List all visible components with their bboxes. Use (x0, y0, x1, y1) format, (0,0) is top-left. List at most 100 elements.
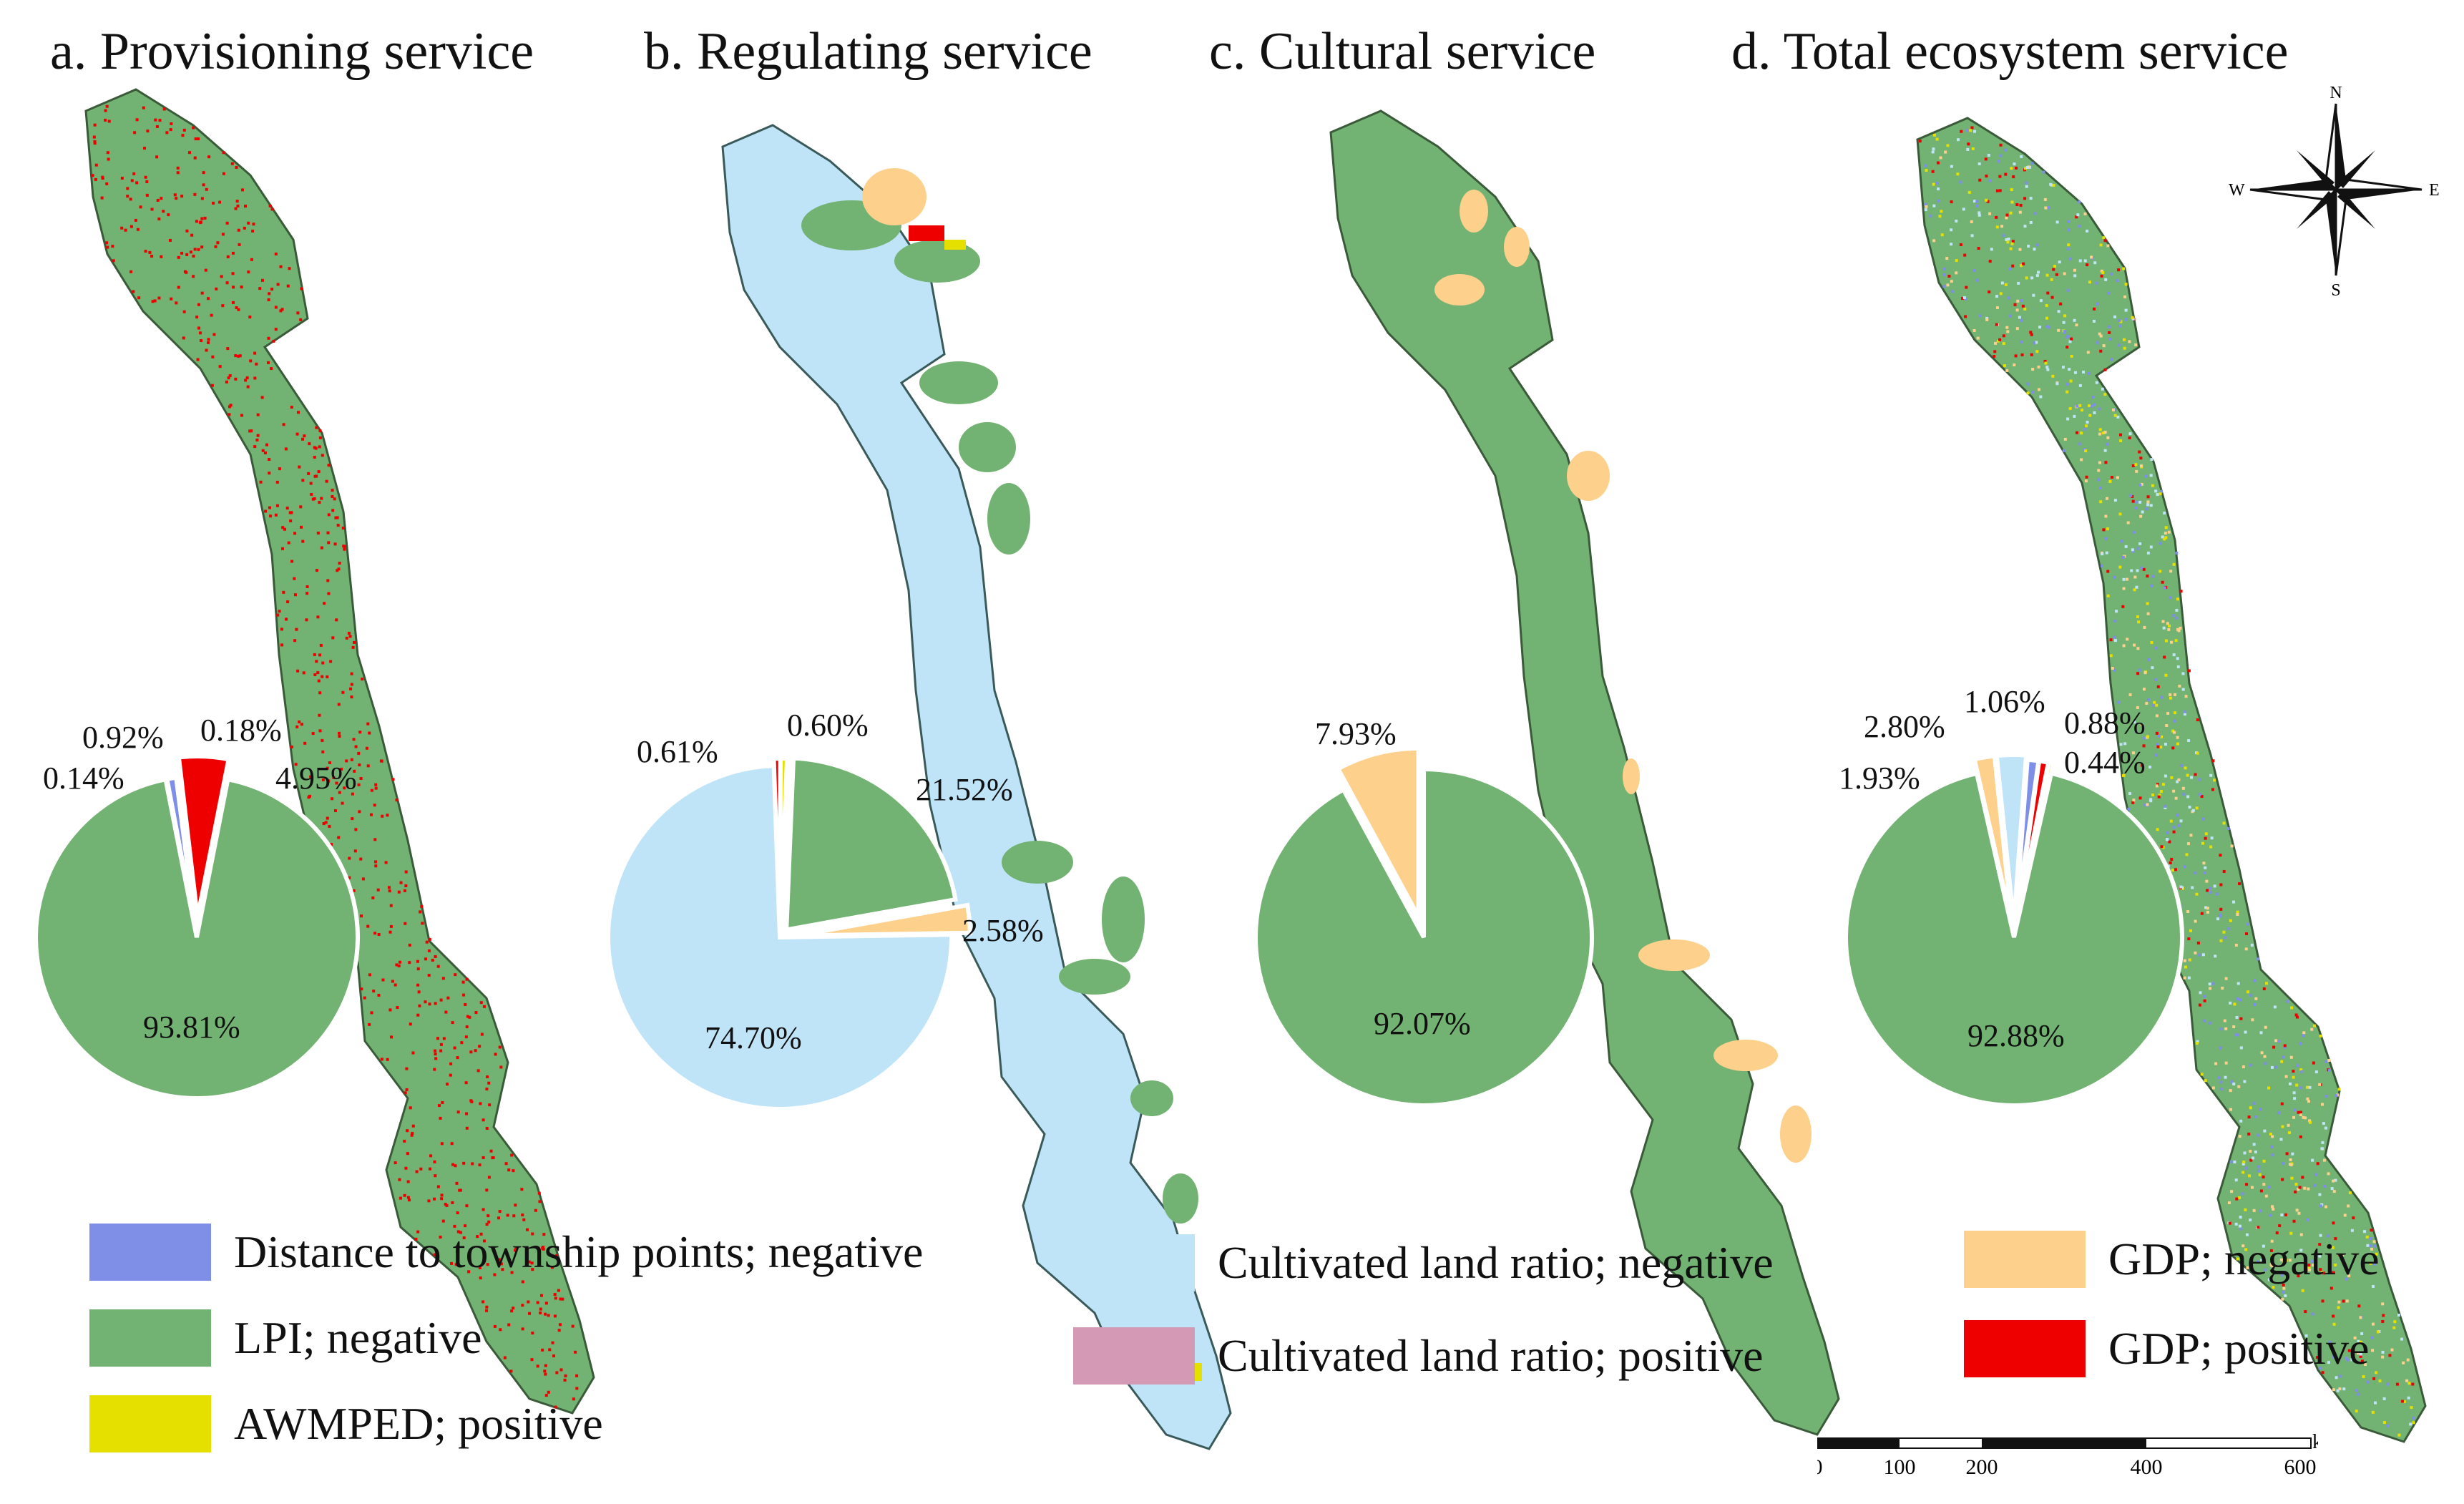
map-point (481, 1300, 485, 1304)
map-point (2023, 197, 2027, 200)
map-point (157, 296, 161, 300)
map-point (1977, 213, 1981, 217)
map-point (1931, 170, 1935, 173)
map-point (299, 505, 303, 509)
map-point (2163, 655, 2166, 659)
map-point (202, 171, 205, 175)
map-point (2066, 247, 2070, 250)
map-point (2045, 316, 2049, 320)
map-point (2228, 1221, 2231, 1225)
map-point (340, 767, 343, 771)
map-point (2376, 1330, 2380, 1334)
map-point (499, 1262, 503, 1266)
map-point (386, 814, 389, 817)
map-point (269, 514, 273, 518)
map-point (2312, 1264, 2315, 1267)
map-point (1988, 179, 1992, 182)
map-point (175, 197, 178, 200)
map-point (2076, 213, 2080, 217)
map-point (2187, 937, 2191, 941)
map-point (2078, 384, 2082, 387)
map-point (2168, 840, 2171, 844)
map-point (2173, 719, 2176, 723)
map-point (261, 449, 265, 452)
map-point (2005, 368, 2009, 372)
map-point (424, 957, 428, 961)
map-point (399, 1196, 402, 1200)
map-point (2122, 338, 2126, 341)
map-point (199, 331, 202, 335)
map-point (2281, 1125, 2284, 1128)
map-point (373, 804, 376, 807)
map-point (439, 1049, 443, 1053)
map-point (170, 297, 173, 301)
map-point (2319, 1268, 2322, 1271)
map-point (2076, 431, 2079, 434)
map-point (406, 1180, 410, 1183)
pie-slice-awmped-positive (173, 775, 199, 938)
map-point (2191, 809, 2195, 812)
map-point (1985, 198, 1988, 202)
map-point (2073, 414, 2076, 418)
map-point (2252, 1143, 2256, 1146)
map-point (2187, 669, 2191, 673)
map-point (2301, 1176, 2304, 1179)
map-point (105, 104, 109, 108)
map-point (369, 813, 373, 816)
map-point (303, 741, 307, 745)
map-point (1971, 147, 1975, 150)
map-point (2145, 702, 2148, 705)
map-point (272, 339, 275, 343)
map-point (1960, 130, 1963, 133)
map-point (280, 643, 284, 647)
map-point (2282, 1283, 2285, 1286)
map-point (2204, 906, 2208, 909)
map-point (93, 140, 97, 144)
map-point (1932, 204, 1936, 207)
map-point (2062, 449, 2065, 452)
map-point (1955, 271, 1958, 275)
map-point (2290, 1006, 2294, 1010)
map-point (2343, 1214, 2347, 1217)
map-point (246, 385, 250, 389)
map-point (2229, 1160, 2233, 1163)
map-point (333, 497, 336, 501)
map-point (2314, 1070, 2318, 1074)
map-point (1924, 164, 1927, 167)
map-point (2332, 1179, 2335, 1183)
map-point (486, 1075, 489, 1078)
map-point (2241, 1171, 2245, 1174)
map-point (2096, 478, 2100, 482)
map-point (1959, 243, 1962, 247)
map-point (2219, 854, 2222, 857)
map-point (2161, 580, 2164, 584)
panel-title-total: d. Total ecosystem service (1731, 22, 2289, 81)
map-point (94, 177, 97, 181)
map-point (1950, 165, 1953, 168)
map-point (2102, 236, 2106, 240)
map-point (177, 285, 180, 289)
pie-slice-lpi-negative (1844, 771, 2184, 1108)
map-point (2201, 953, 2205, 957)
map-point (2005, 216, 2008, 220)
map-point (210, 313, 213, 317)
map-point (185, 253, 189, 256)
map-point (350, 758, 353, 761)
map-point (226, 255, 230, 258)
map-point (377, 993, 381, 997)
map-point (2366, 1380, 2370, 1384)
map-point (521, 1304, 524, 1307)
map-point (333, 809, 337, 813)
map-point (397, 890, 401, 894)
map-point (488, 1103, 492, 1107)
map-point (2084, 479, 2088, 483)
map-point (2038, 326, 2042, 329)
map-point (2230, 844, 2234, 848)
map-point (316, 615, 320, 619)
map-point (250, 429, 253, 433)
map-point (2350, 1229, 2354, 1232)
map-point (2174, 868, 2177, 871)
map-point (2073, 268, 2076, 272)
map-point (2245, 1233, 2249, 1236)
map-point (550, 1266, 554, 1269)
